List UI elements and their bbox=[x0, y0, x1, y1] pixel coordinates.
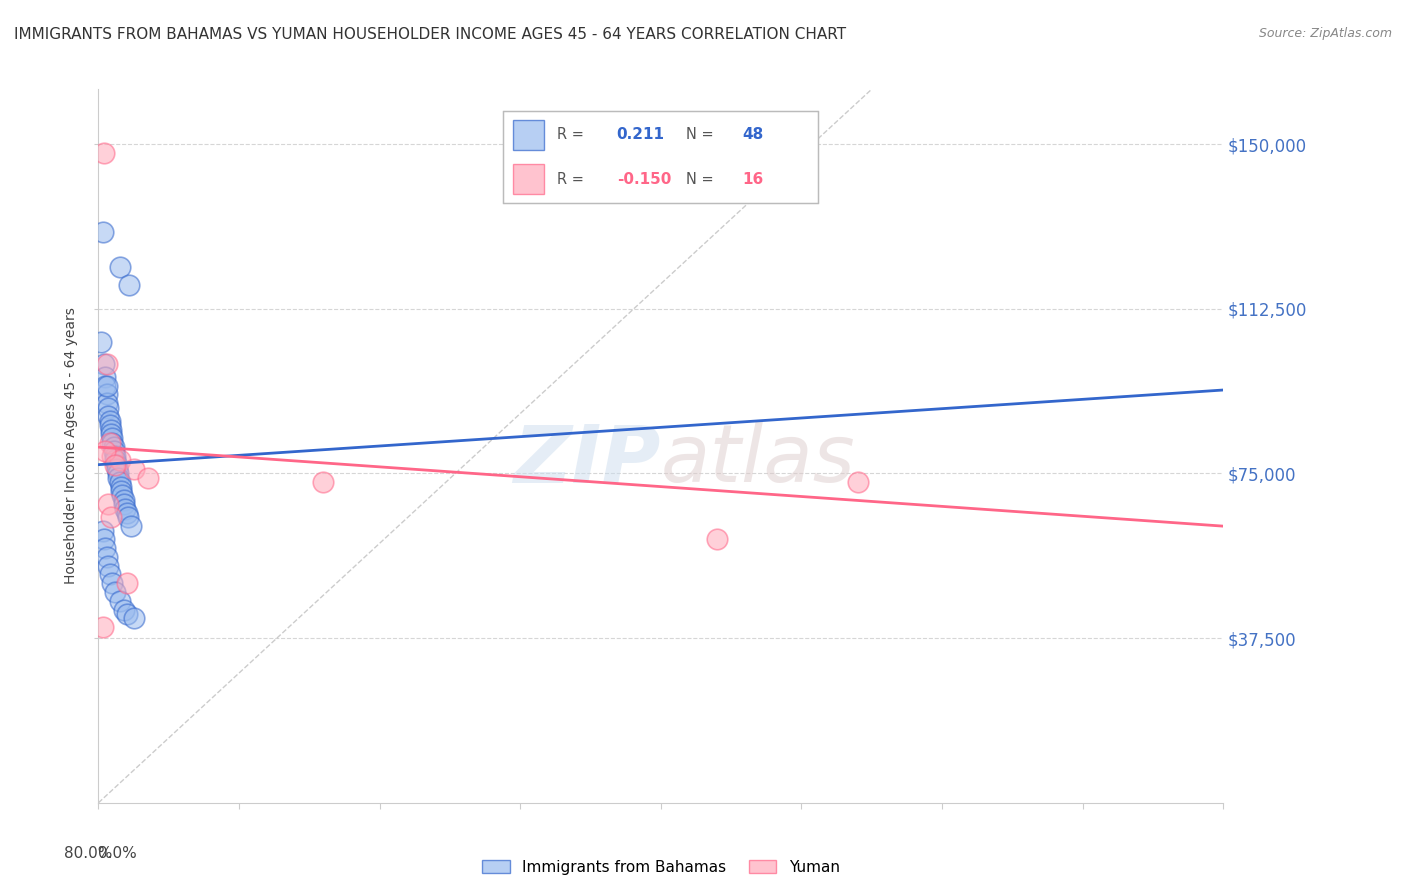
Point bbox=[93, 145, 115, 160]
Point bbox=[97, 558, 120, 573]
Point bbox=[118, 277, 141, 292]
Point bbox=[103, 440, 125, 454]
Point bbox=[110, 480, 132, 494]
Point bbox=[101, 431, 124, 445]
Point bbox=[110, 483, 132, 498]
Point bbox=[100, 510, 122, 524]
Point bbox=[101, 576, 124, 591]
Point bbox=[94, 444, 117, 458]
Y-axis label: Householder Income Ages 45 - 64 years: Householder Income Ages 45 - 64 years bbox=[65, 308, 79, 584]
Point bbox=[107, 467, 129, 481]
Point bbox=[91, 620, 114, 634]
Point bbox=[97, 401, 120, 415]
Text: 80.0%: 80.0% bbox=[65, 846, 112, 861]
Point bbox=[115, 576, 138, 591]
Point bbox=[136, 471, 159, 485]
Point bbox=[112, 497, 135, 511]
Point bbox=[846, 475, 869, 490]
Point bbox=[112, 492, 135, 507]
Point bbox=[122, 462, 145, 476]
Point bbox=[93, 357, 115, 371]
Point bbox=[117, 510, 139, 524]
Point bbox=[96, 387, 118, 401]
Point bbox=[96, 549, 118, 564]
Point bbox=[312, 475, 335, 490]
Point bbox=[101, 435, 124, 450]
Point bbox=[96, 378, 118, 392]
Point bbox=[122, 611, 145, 625]
Point bbox=[115, 506, 138, 520]
Point bbox=[104, 449, 127, 463]
Point bbox=[120, 519, 142, 533]
Point bbox=[108, 594, 131, 608]
Point bbox=[93, 533, 115, 547]
Point bbox=[111, 488, 134, 502]
Point bbox=[112, 602, 135, 616]
Point bbox=[96, 396, 118, 410]
Point bbox=[98, 414, 121, 428]
Point bbox=[91, 225, 114, 239]
Point bbox=[107, 471, 129, 485]
Point bbox=[96, 357, 118, 371]
Point bbox=[108, 475, 131, 490]
Text: atlas: atlas bbox=[661, 421, 856, 500]
Point bbox=[114, 501, 136, 516]
Point bbox=[94, 369, 117, 384]
Point bbox=[103, 444, 125, 458]
Point bbox=[104, 458, 127, 472]
Point bbox=[104, 585, 127, 599]
Point bbox=[90, 334, 112, 349]
Legend: Immigrants from Bahamas, Yuman: Immigrants from Bahamas, Yuman bbox=[477, 854, 845, 880]
Point bbox=[94, 378, 117, 392]
Point bbox=[100, 423, 122, 437]
Point bbox=[98, 567, 121, 582]
Text: Source: ZipAtlas.com: Source: ZipAtlas.com bbox=[1258, 27, 1392, 40]
Point bbox=[97, 497, 120, 511]
Point bbox=[706, 533, 728, 547]
Point bbox=[105, 458, 128, 472]
Point bbox=[91, 524, 114, 538]
Point bbox=[94, 541, 117, 555]
Point bbox=[100, 426, 122, 441]
Point bbox=[108, 453, 131, 467]
Point bbox=[98, 418, 121, 433]
Point bbox=[101, 449, 124, 463]
Text: 0.0%: 0.0% bbox=[98, 846, 138, 861]
Point bbox=[115, 607, 138, 621]
Point bbox=[105, 462, 128, 476]
Point bbox=[97, 409, 120, 424]
Text: ZIP: ZIP bbox=[513, 421, 661, 500]
Point bbox=[104, 453, 127, 467]
Point bbox=[108, 260, 131, 274]
Text: IMMIGRANTS FROM BAHAMAS VS YUMAN HOUSEHOLDER INCOME AGES 45 - 64 YEARS CORRELATI: IMMIGRANTS FROM BAHAMAS VS YUMAN HOUSEHO… bbox=[14, 27, 846, 42]
Point bbox=[98, 435, 121, 450]
